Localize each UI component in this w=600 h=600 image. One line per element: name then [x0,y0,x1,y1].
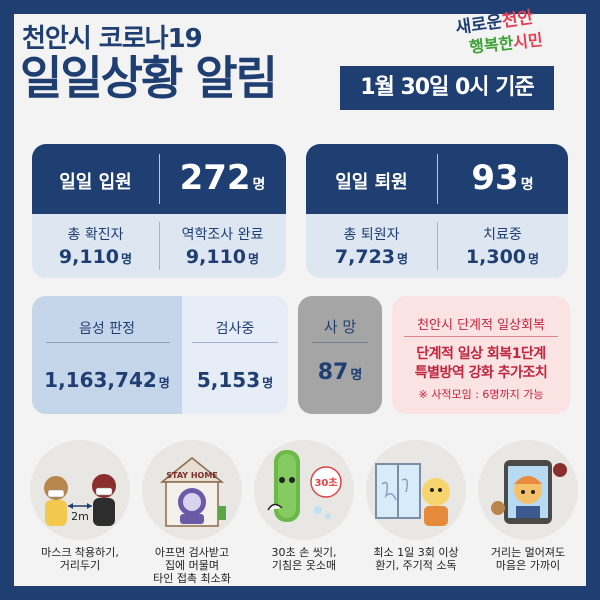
negative-value: 1,163,742 명 [44,368,170,392]
tip-caption: 아프면 검사받고 집에 머물며 타인 접촉 최소화 [153,546,231,585]
deaths-value: 87 명 [317,360,363,385]
city-logo: 새로운천안 행복한시민 [454,7,544,57]
notice-line-2: 특별방역 강화 추가조치 [414,365,548,381]
page-subtitle: 천안시 코로나19 [22,24,203,54]
admission-label: 일일 입원 [59,172,132,193]
tests-card: 음성 판정 1,163,742 명 검사중 5,153 명 [32,296,288,414]
hand-wash-icon: 30초 [254,440,354,540]
notice-note: ※ 사적모임 : 6명까지 가능 [418,388,544,401]
tip-caption: 최소 1일 3회 이상 환기, 주기적 소독 [373,546,459,572]
notice-title: 천안시 단계적 일상회복 [417,318,545,333]
stay-home-badge: STAY HOME [166,471,218,480]
tip-mask-distance: 2m 마스크 착용하기, 거리두기 [30,440,130,580]
tip-stay-home: STAY HOME 아프면 검사받고 집에 머물며 타인 접촉 최소화 [142,440,242,585]
tip-ventilation: 최소 1일 3회 이상 환기, 주기적 소독 [366,440,466,580]
page-title: 일일상황 알림 [20,51,278,105]
admission-value: 272 명 [179,158,266,198]
treating-value: 1,300 명 [465,246,540,268]
confirmed-label: 총 확진자 [67,227,124,243]
tip-caption: 마스크 착용하기, 거리두기 [41,546,119,572]
epi-label: 역학조사 완료 [181,227,264,243]
admission-card: 일일 입원 272 명 총 확진자 9,110 명 역학조사 완료 9,110 명 [32,144,286,278]
total-discharged-label: 총 퇴원자 [343,227,400,243]
mask-distance-icon: 2m [30,440,130,540]
notice-card: 천안시 단계적 일상회복 단계적 일상 회복1단계 특별방역 강화 추가조치 ※… [392,296,570,414]
pending-value: 5,153 명 [196,368,274,392]
discharge-label: 일일 퇴원 [335,172,408,193]
ventilation-icon [366,440,466,540]
negative-label: 음성 판정 [79,321,135,337]
pending-label: 검사중 [215,321,255,337]
video-call-icon [478,440,578,540]
notice-line-1: 단계적 일상 회복1단계 [416,346,546,362]
discharge-card: 일일 퇴원 93 명 총 퇴원자 7,723 명 치료중 1,300 명 [306,144,568,278]
seconds-badge: 30초 [314,476,337,489]
distance-badge: 2m [71,510,89,523]
tip-hand-wash: 30초 30초 손 씻기, 기침은 옷소매 [254,440,354,580]
confirmed-value: 9,110 명 [58,246,133,268]
discharge-value: 93 명 [471,158,534,198]
treating-label: 치료중 [483,227,522,243]
stay-home-icon: STAY HOME [142,440,242,540]
tip-caption: 거리는 멀어져도 마음은 가까이 [490,546,566,572]
epi-value: 9,110 명 [185,246,260,268]
deaths-label: 사 망 [323,318,357,336]
total-discharged-value: 7,723 명 [334,246,409,268]
tip-video-call: 거리는 멀어져도 마음은 가까이 [478,440,578,580]
deaths-card: 사 망 87 명 [298,296,382,414]
date-badge: 1월 30일 0시 기준 [340,66,554,110]
tip-caption: 30초 손 씻기, 기침은 옷소매 [271,546,337,572]
